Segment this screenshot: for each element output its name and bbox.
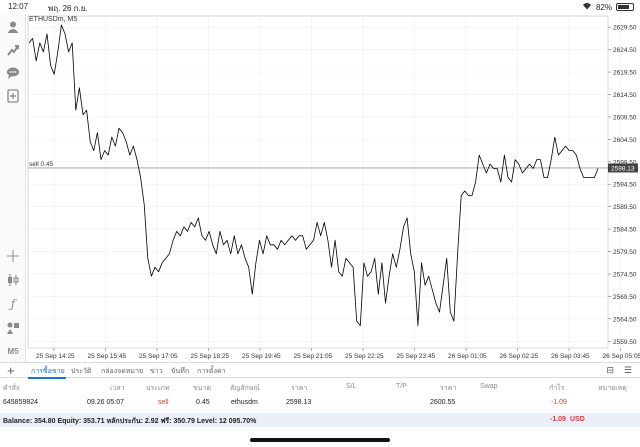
function-icon[interactable]: ƒ bbox=[10, 297, 16, 311]
y-tick-label: 2624.50 bbox=[613, 47, 637, 54]
col-tp: T/P bbox=[396, 383, 407, 390]
battery-percent: 82% bbox=[595, 2, 612, 12]
order-size: 0.45 bbox=[196, 399, 210, 406]
y-tick-label: 2569.50 bbox=[613, 294, 637, 301]
y-tick-label: 2594.50 bbox=[613, 182, 637, 189]
tab-journal[interactable]: บันทึก bbox=[171, 368, 190, 375]
time-axis: 25 Sep 14:25 25 Sep 15:45 25 Sep 17:05 25 S… bbox=[36, 348, 640, 360]
current-price-tag bbox=[608, 163, 638, 173]
tab-trade[interactable]: การซื้อขาย bbox=[31, 368, 65, 375]
tab-mailbox[interactable]: กล่องจดหมาย bbox=[101, 368, 144, 375]
battery-icon bbox=[616, 3, 634, 11]
tab-history[interactable]: ประวัติ bbox=[71, 368, 92, 375]
x-tick-label: 25 Sep 19:45 bbox=[242, 353, 281, 360]
x-tick-label: 25 Sep 23:45 bbox=[397, 353, 436, 360]
balance-summary: Balance: 354.80 Equity: 353.71 หลักประกั… bbox=[3, 418, 257, 425]
objects-icon[interactable] bbox=[4, 319, 22, 337]
col-type: ประเภท bbox=[146, 385, 170, 392]
crosshair-icon[interactable] bbox=[4, 247, 22, 265]
col-sl: S/L bbox=[346, 383, 357, 390]
home-indicator bbox=[250, 438, 390, 442]
tab-settings[interactable]: การตั้งค่า bbox=[197, 368, 226, 375]
col-profit: กำไร bbox=[549, 385, 565, 392]
col-comment: หมายเหตุ bbox=[598, 385, 627, 392]
total-profit: -1.09 bbox=[550, 416, 566, 423]
price-axis: 2629.50 2624.50 2619.50 2614.50 2609.50 2604.… bbox=[608, 25, 637, 346]
col-swap: Swap bbox=[480, 383, 498, 390]
order-type: sell bbox=[158, 399, 169, 406]
wifi-icon bbox=[582, 2, 592, 12]
close-panel-icon[interactable]: ⊟ bbox=[606, 365, 614, 375]
order-time: 09.26 05:07 bbox=[87, 399, 124, 406]
y-tick-label: 2564.50 bbox=[613, 316, 637, 323]
add-indicator-icon[interactable] bbox=[4, 87, 22, 105]
terminal-tab-bar: + การซื้อขาย ประวัติ กล่องจดหมาย ข่าว บั… bbox=[0, 362, 640, 379]
table-row[interactable]: 645859824 09.26 05:07 sell 0.45 ethusdm … bbox=[0, 397, 640, 411]
y-tick-label: 2629.50 bbox=[613, 25, 637, 32]
plot-border bbox=[27, 15, 609, 349]
y-tick-label: 2574.50 bbox=[613, 271, 637, 278]
col-price: ราคา bbox=[291, 385, 308, 392]
col-symbol: สัญลักษณ์ bbox=[230, 385, 260, 392]
tab-news[interactable]: ข่าว bbox=[150, 368, 163, 375]
y-tick-label: 2599.50 bbox=[613, 159, 637, 166]
y-tick-label: 2619.50 bbox=[613, 70, 637, 77]
y-tick-label: 2609.50 bbox=[613, 114, 637, 121]
x-tick-label: 25 Sep 21:05 bbox=[294, 353, 333, 360]
y-tick-label: 2559.50 bbox=[613, 339, 637, 346]
x-tick-label: 25 Sep 14:25 bbox=[36, 353, 75, 360]
new-order-icon[interactable]: + bbox=[7, 363, 15, 378]
x-tick-label: 26 Sep 01:05 bbox=[448, 353, 487, 360]
x-tick-label: 25 Sep 17:05 bbox=[139, 353, 178, 360]
status-bar: 12:07 พฤ. 26 ก.ย. 82% bbox=[0, 0, 640, 14]
timeframe-button[interactable]: M5 bbox=[7, 346, 19, 356]
col-size: ขนาด bbox=[193, 385, 212, 392]
person-icon[interactable] bbox=[4, 18, 22, 36]
order-current-price: 2600.55 bbox=[430, 399, 456, 406]
order-price: 2598.13 bbox=[286, 399, 312, 406]
x-tick-label: 25 Sep 18:25 bbox=[191, 353, 230, 360]
price-series-line bbox=[28, 24, 599, 327]
chat-icon[interactable] bbox=[4, 64, 22, 82]
col-current-price: ราคา bbox=[440, 385, 457, 392]
sell-level-line: sell 0.45 2598.13 bbox=[28, 161, 638, 173]
active-tab-indicator bbox=[28, 377, 66, 379]
left-toolbar: ƒ M5 bbox=[0, 14, 26, 362]
menu-icon[interactable]: ☰ bbox=[623, 365, 632, 375]
x-tick-label: 25 Sep 15:45 bbox=[88, 353, 127, 360]
col-time: เวลา bbox=[110, 385, 125, 392]
order-profit: -1.09 bbox=[551, 399, 567, 406]
order-symbol: ethusdm bbox=[231, 399, 258, 406]
sell-line-label: sell 0.45 bbox=[29, 161, 54, 168]
y-tick-label: 2584.50 bbox=[613, 227, 637, 234]
y-tick-label: 2614.50 bbox=[613, 92, 637, 99]
x-tick-label: 26 Sep 03:45 bbox=[551, 353, 590, 360]
x-tick-label: 25 Sep 22:25 bbox=[345, 353, 384, 360]
col-order: คำสั่ง bbox=[3, 385, 20, 392]
y-tick-label: 2579.50 bbox=[613, 249, 637, 256]
balance-bar: Balance: 354.80 Equity: 353.71 หลักประกั… bbox=[0, 413, 640, 427]
price-line bbox=[28, 24, 599, 327]
date: พฤ. 26 ก.ย. bbox=[48, 4, 88, 13]
order-id: 645859824 bbox=[3, 399, 39, 406]
x-tick-label: 26 Sep 02:25 bbox=[500, 353, 539, 360]
chart-symbol-label: ETHUSDm, M5 bbox=[29, 16, 78, 23]
profit-currency: USD bbox=[570, 416, 585, 423]
chart-area[interactable]: sell 0.45 2598.13 2629.50 2624.50 2619.50 26… bbox=[26, 14, 640, 362]
clock: 12:07 bbox=[8, 2, 29, 11]
trend-icon[interactable] bbox=[4, 41, 22, 59]
x-tick-label: 26 Sep 05:05 bbox=[603, 353, 640, 360]
y-tick-label: 2604.50 bbox=[613, 137, 637, 144]
y-tick-label: 2589.50 bbox=[613, 204, 637, 211]
chart-grid bbox=[27, 15, 621, 349]
orders-table-header: คำสั่ง เวลา ประเภท ขนาด สัญลักษณ์ ราคา S… bbox=[0, 381, 640, 394]
current-price-label: 2598.13 bbox=[611, 165, 635, 172]
candles-icon[interactable] bbox=[4, 271, 22, 289]
